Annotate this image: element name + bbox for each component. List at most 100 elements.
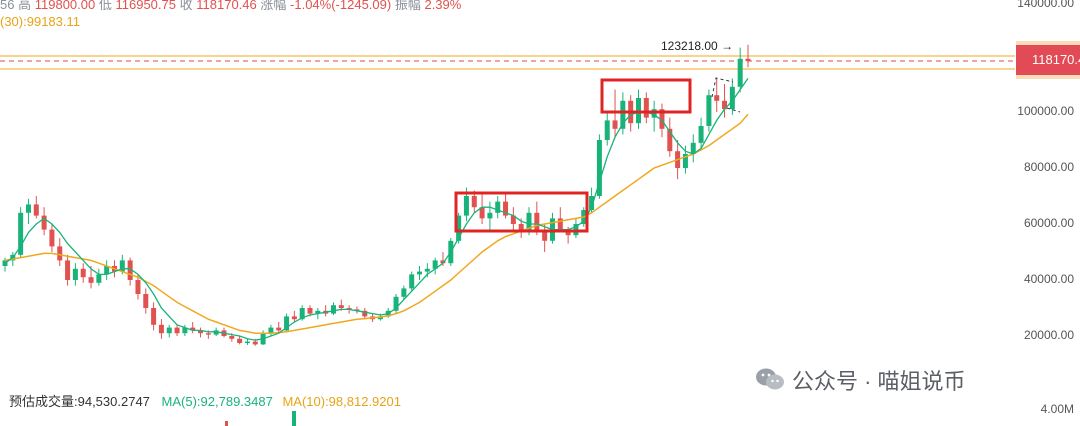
candle[interactable] [479,193,485,224]
candle[interactable] [65,254,71,286]
candle-body-up [495,201,501,213]
candle-body-up [299,308,305,320]
candle[interactable] [284,313,290,332]
candle[interactable] [549,212,555,244]
candle-body-down [49,229,55,247]
consolidation-box-2 [600,78,692,114]
candle[interactable] [291,310,297,322]
candle-body-up [182,327,188,334]
candle-body-up [706,95,712,126]
candle-body-up [604,120,610,140]
candle[interactable] [495,196,501,219]
header-prefix: 56 [0,0,15,12]
candle[interactable] [151,302,157,331]
candle[interactable] [596,134,602,199]
candle[interactable] [88,266,94,289]
candle-body-down [612,120,618,129]
candle[interactable] [80,263,86,283]
candle-body-up [72,268,78,280]
volume-ma10: MA(10):98,812.9201 [282,394,401,409]
candle[interactable] [104,260,110,280]
volume-bar [225,421,228,426]
candle[interactable] [158,319,164,339]
candle-body-up [463,196,469,216]
candle[interactable] [690,134,696,163]
candle[interactable] [401,285,407,300]
candle[interactable] [33,196,39,219]
candle[interactable] [589,187,595,213]
candle-body-up [104,266,110,275]
candle-body-up [424,268,430,272]
candle-body-down [41,215,47,230]
candle[interactable] [41,207,47,236]
candle[interactable] [409,271,415,292]
candle-body-up [330,305,336,314]
candle[interactable] [72,263,78,286]
volume-bar [292,411,296,426]
candle[interactable] [487,201,493,230]
candle[interactable] [432,257,438,275]
candle[interactable] [135,274,141,300]
candle[interactable] [354,306,360,314]
candle[interactable] [682,145,688,174]
candle[interactable] [25,198,31,224]
candle-body-down [198,330,204,334]
candle[interactable] [362,308,368,320]
change-label: 涨幅 [260,0,287,12]
candle[interactable] [190,322,196,334]
candle[interactable] [729,78,735,115]
candle[interactable] [244,338,250,345]
candle-body-down [510,215,516,224]
candle[interactable] [127,257,133,286]
candle-body-down [346,308,352,310]
amplitude-label: 振幅 [394,0,421,12]
candle[interactable] [636,89,642,129]
ma-slow-line [4,113,749,334]
candle[interactable] [198,327,204,338]
candle[interactable] [96,268,102,286]
candle[interactable] [57,238,63,266]
candle[interactable] [417,266,423,280]
current-price-tag: 118170.4 [1016,45,1080,75]
candle[interactable] [143,288,149,314]
candle[interactable] [714,78,720,112]
candle[interactable] [510,207,516,230]
candle[interactable] [323,305,329,317]
candle[interactable] [667,117,673,157]
candle-body-down [503,201,509,216]
candle-body-down [143,294,149,308]
candle-body-down [307,308,313,314]
high-value: 119800.00 [34,0,96,12]
candle[interactable] [604,112,610,146]
candle[interactable] [18,207,24,258]
y-tick: 40000.00 [1023,272,1074,286]
candle[interactable] [174,324,180,336]
candle-body-down [205,333,211,335]
candle[interactable] [737,47,743,93]
candle[interactable] [573,218,579,238]
candle[interactable] [49,224,55,252]
candle-body-up [690,142,696,154]
candle[interactable] [330,302,336,315]
candle[interactable] [276,322,282,334]
candle[interactable] [745,44,751,68]
candle[interactable] [643,92,649,124]
candle[interactable] [698,117,704,149]
candle[interactable] [503,193,509,219]
candle[interactable] [393,294,399,314]
candle[interactable] [722,84,728,118]
candle[interactable] [237,336,243,345]
candle-body-up [166,327,172,334]
candle[interactable] [542,224,548,252]
candle[interactable] [706,89,712,132]
volume-info-row: 预估成交量:94,530.2747 MA(5):92,789.3487 MA(1… [9,391,401,410]
candle[interactable] [557,207,563,233]
candle[interactable] [166,324,172,338]
candle[interactable] [268,324,274,336]
candle-body-down [80,268,86,278]
candle-body-down [174,327,180,334]
candle-body-up [698,126,704,143]
candle-body-down [557,218,563,230]
candle[interactable] [182,324,188,336]
